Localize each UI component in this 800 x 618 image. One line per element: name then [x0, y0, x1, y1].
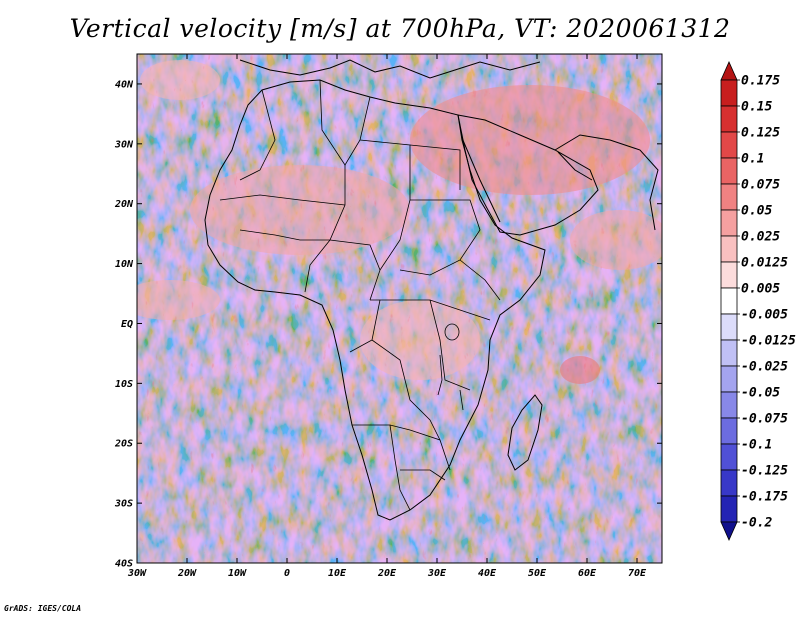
colorbar-swatch [720, 79, 738, 107]
lat-label: 40N [115, 79, 134, 90]
colorbar-swatch [720, 183, 738, 211]
colorbar-swatch [720, 417, 738, 445]
velocity-field [137, 54, 662, 563]
colorbar-swatch [720, 443, 738, 471]
lat-label: 20S [114, 439, 133, 450]
colorbar-label: -0.1 [741, 438, 772, 453]
coastlines [204, 59, 659, 521]
lat-label: 10S [115, 379, 133, 390]
colorbar-label: -0.005 [741, 308, 788, 323]
colorbar-swatch [720, 339, 738, 367]
colorbar-swatch [720, 235, 738, 263]
lon-label: 40E [478, 568, 497, 579]
colorbar-swatch [720, 157, 738, 185]
lat-label: EQ [121, 319, 133, 330]
lon-label: 30E [427, 568, 447, 579]
colorbar-label: -0.125 [741, 464, 788, 479]
colorbar-swatch [720, 209, 738, 237]
colorbar-arrow-top [720, 61, 738, 81]
colorbar-swatch [720, 105, 738, 133]
lon-label: 10W [228, 568, 247, 579]
colorbar-label: 0.005 [741, 282, 780, 297]
lon-label: 10E [328, 568, 347, 579]
colorbar-label: -0.05 [741, 386, 780, 401]
colorbar-label: 0.025 [741, 230, 780, 245]
lon-label: 60E [578, 568, 597, 579]
longitude-axis: 30W 20W 10W 0 10E 20E 30E 40E 50E 60E 70E [127, 54, 647, 579]
credit-label: GrADS: IGES/COLA [4, 604, 82, 613]
colorbar-swatch [720, 469, 738, 497]
country-borders [219, 79, 501, 511]
colorbar-swatch [720, 131, 738, 159]
map-frame [136, 53, 663, 564]
lon-label: 70E [628, 568, 647, 579]
colorbar-label: -0.025 [741, 360, 788, 375]
lat-label: 10N [115, 259, 134, 270]
lon-label: 20W [177, 568, 197, 579]
colorbar-label: 0.175 [741, 74, 780, 89]
lon-label: 30W [127, 568, 147, 579]
colorbar-label: 0.125 [741, 126, 780, 141]
colorbar-label: 0.15 [741, 100, 772, 115]
colorbar-arrow-bottom [720, 521, 738, 541]
colorbar-swatch [720, 261, 738, 289]
colorbar-label: -0.0125 [741, 334, 796, 349]
lat-label: 30S [114, 499, 133, 510]
colorbar: 0.175 0.15 0.125 0.1 0.075 0.05 0.025 0.0125 0.0… [720, 61, 796, 541]
lon-label: 20E [377, 568, 397, 579]
colorbar-label: 0.075 [741, 178, 780, 193]
colorbar-label: 0.05 [741, 204, 772, 219]
colorbar-swatch [720, 365, 738, 393]
colorbar-label: 0.1 [741, 152, 764, 167]
lat-label: 20N [114, 199, 134, 210]
colorbar-label: -0.075 [741, 412, 788, 427]
lon-label: 0 [284, 568, 290, 579]
colorbar-label: -0.2 [741, 516, 772, 531]
colorbar-swatch [720, 287, 738, 315]
chart-title: Vertical velocity [m/s] at 700hPa, VT: 2… [69, 14, 731, 43]
colorbar-label: 0.0125 [741, 256, 788, 271]
lakes [437, 323, 464, 411]
lon-label: 50E [528, 568, 547, 579]
colorbar-swatch [720, 313, 738, 341]
colorbar-swatch [720, 495, 738, 523]
colorbar-swatch [720, 391, 738, 419]
colorbar-label: -0.175 [741, 490, 788, 505]
latitude-axis: 40N 30N 20N 10N EQ 10S 20S 30S 40S [114, 79, 662, 570]
lat-label: 40S [115, 559, 133, 570]
lat-label: 30N [114, 139, 134, 150]
